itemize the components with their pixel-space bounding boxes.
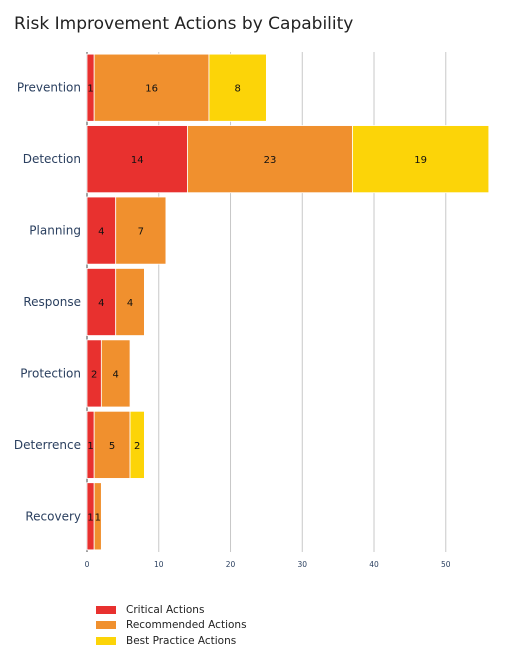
data-label: 19 <box>414 155 427 166</box>
legend-swatch-recommended <box>96 621 116 630</box>
bar-segment <box>208 53 267 122</box>
data-label: 7 <box>138 227 144 238</box>
x-tick-label: 20 <box>226 560 236 569</box>
x-tick-label: 50 <box>441 560 451 569</box>
category-label: Protection <box>20 366 81 380</box>
legend-swatch-critical <box>96 605 116 614</box>
bar-segment <box>352 125 490 194</box>
x-tick-label: 40 <box>369 560 379 569</box>
data-label: 23 <box>264 155 277 166</box>
data-label: 4 <box>113 369 119 380</box>
legend-label-best-practice: Best Practice Actions <box>126 634 237 647</box>
bar-segment <box>187 125 353 194</box>
bar-segment <box>115 268 145 336</box>
category-label: Response <box>23 295 81 309</box>
category-label: Prevention <box>17 81 81 95</box>
bar-segment <box>86 268 117 336</box>
x-tick-label: 0 <box>85 560 90 569</box>
bar-segment <box>93 482 102 551</box>
bar-segment <box>129 410 145 479</box>
bar-segment <box>115 196 167 265</box>
legend-item-best-practice[interactable]: Best Practice Actions <box>96 633 247 649</box>
category-label: Detection <box>23 152 81 166</box>
data-label: 14 <box>131 155 144 166</box>
category-label: Recovery <box>25 509 81 523</box>
x-tick-label: 30 <box>297 560 307 569</box>
bar-segment <box>86 196 117 265</box>
legend-item-critical[interactable]: Critical Actions <box>96 602 247 618</box>
data-label: 5 <box>109 441 115 452</box>
data-label: 1 <box>87 84 93 95</box>
data-label: 4 <box>127 298 133 309</box>
x-tick-label: 10 <box>154 560 164 569</box>
legend-label-recommended: Recommended Actions <box>126 619 247 632</box>
data-label: 1 <box>95 512 101 523</box>
data-label: 1 <box>87 441 93 452</box>
bar-segment <box>86 125 188 194</box>
data-label: 8 <box>234 84 240 95</box>
legend-item-recommended[interactable]: Recommended Actions <box>96 618 247 634</box>
bar-segment <box>100 339 131 408</box>
category-label: Deterrence <box>14 438 81 452</box>
data-label: 1 <box>87 512 93 523</box>
bar-segment <box>93 410 131 479</box>
data-label: 16 <box>145 84 158 95</box>
chart-title: Risk Improvement Actions by Capability <box>14 14 354 34</box>
data-label: 4 <box>98 227 104 238</box>
category-label: Planning <box>29 224 81 238</box>
data-label: 4 <box>98 298 104 309</box>
chart-legend: Critical Actions Recommended Actions Bes… <box>96 602 247 649</box>
data-label: 2 <box>134 441 140 452</box>
bar-segment <box>93 53 210 122</box>
legend-swatch-best-practice <box>96 636 116 645</box>
legend-label-critical: Critical Actions <box>126 603 205 616</box>
data-label: 2 <box>91 369 97 380</box>
